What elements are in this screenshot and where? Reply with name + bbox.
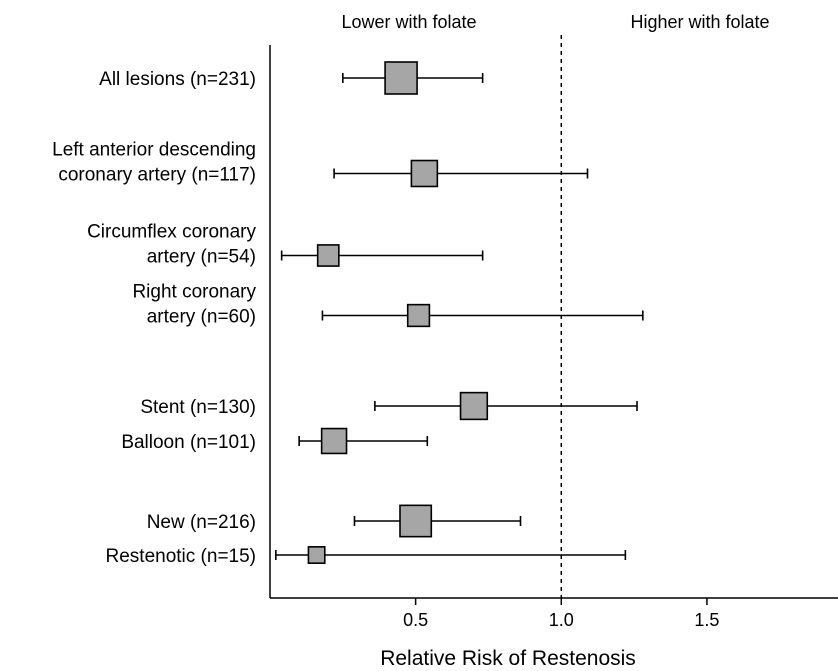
- point-estimate-square: [459, 391, 489, 421]
- row-label: Balloon (n=101): [121, 432, 256, 453]
- point-estimate-square: [384, 61, 418, 95]
- row-label: Circumflex coronary: [87, 222, 256, 243]
- point-estimate-square: [410, 159, 439, 188]
- row-label: New (n=216): [147, 512, 256, 533]
- row-label: Stent (n=130): [140, 397, 256, 418]
- row-label: All lesions (n=231): [99, 69, 256, 90]
- x-axis-title: Relative Risk of Restenosis: [380, 647, 636, 670]
- x-tick-label: 0.5: [403, 610, 428, 630]
- point-estimate-square: [316, 244, 340, 267]
- point-estimate-square: [320, 427, 348, 455]
- row-label: artery (n=54): [147, 247, 256, 268]
- row-label: Right coronary: [132, 282, 256, 303]
- x-tick-label: 1.0: [549, 610, 574, 630]
- row-label: Left anterior descending: [52, 140, 256, 161]
- header-higher-with-folate: Higher with folate: [630, 12, 769, 32]
- point-estimate-square: [307, 546, 326, 564]
- point-estimate-square: [406, 303, 431, 328]
- row-label: coronary artery (n=117): [58, 165, 256, 186]
- point-estimate-square: [399, 504, 433, 538]
- x-tick-label: 1.5: [694, 610, 719, 630]
- row-label: Restenotic (n=15): [106, 546, 257, 567]
- header-lower-with-folate: Lower with folate: [341, 12, 476, 32]
- row-label: artery (n=60): [147, 307, 256, 328]
